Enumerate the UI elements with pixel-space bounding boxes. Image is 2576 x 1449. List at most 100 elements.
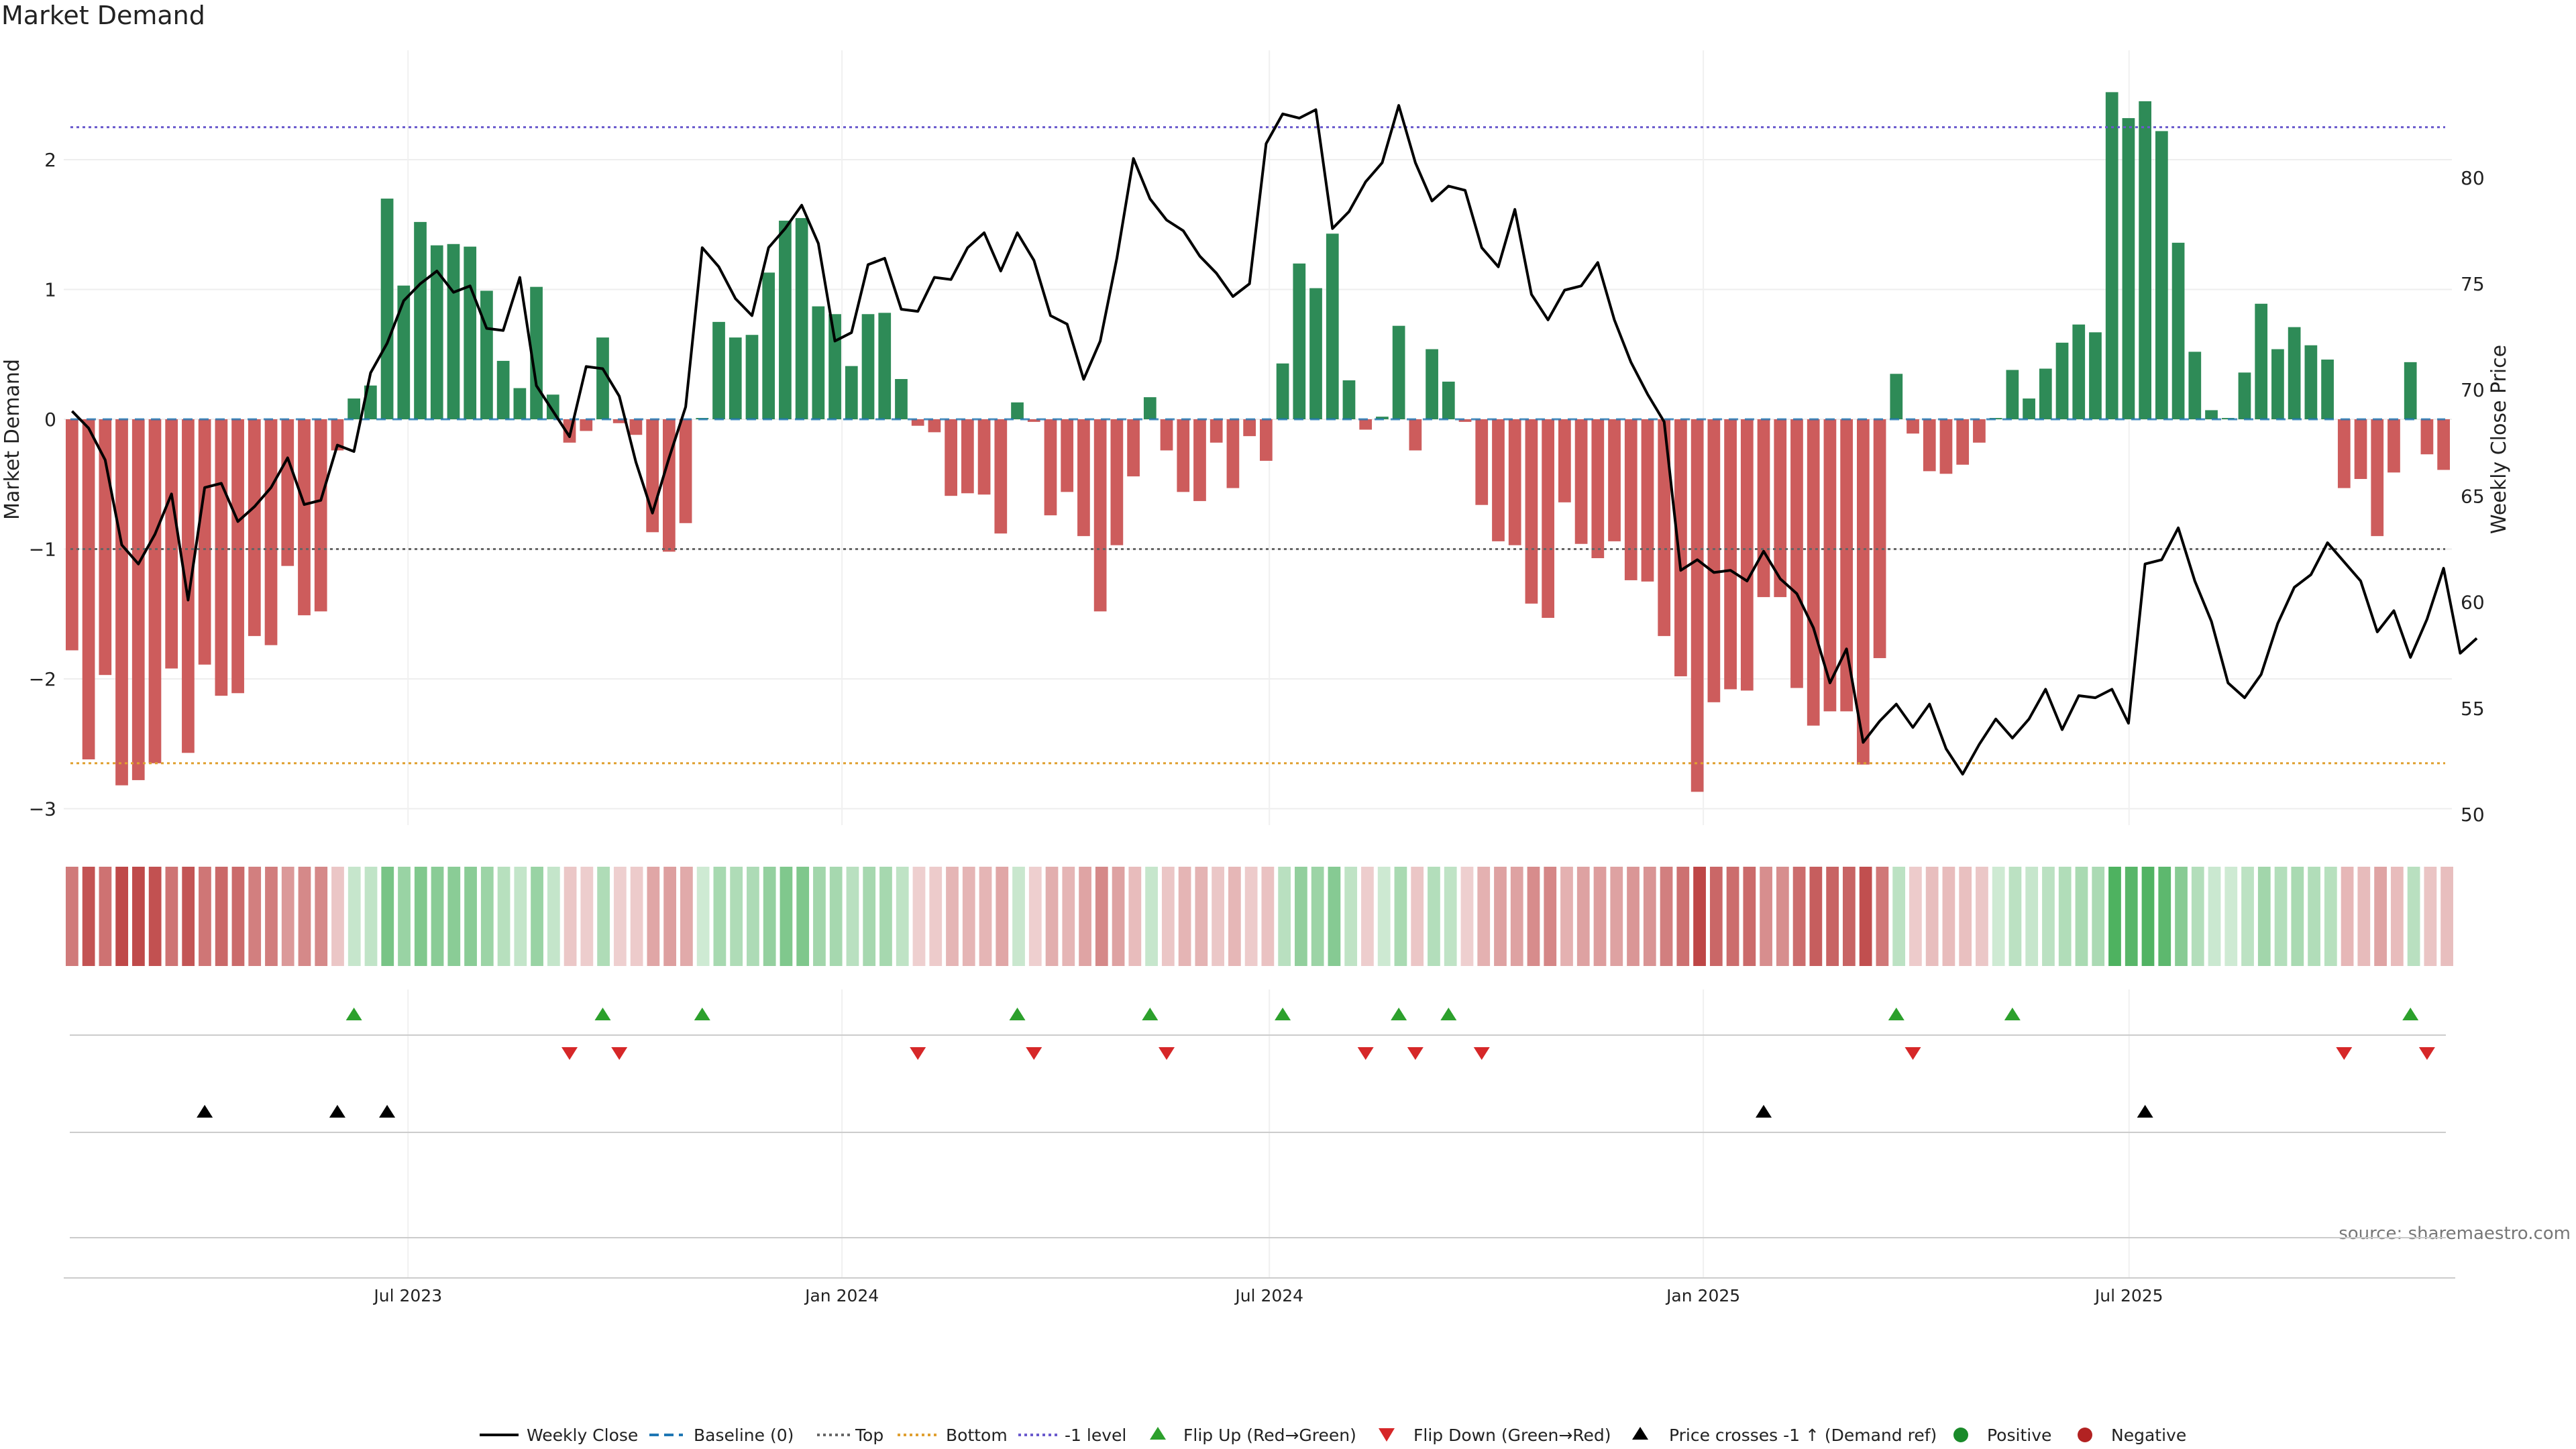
demand-bar	[131, 419, 145, 780]
heat-cell	[1709, 867, 1723, 966]
heat-cell	[1760, 867, 1772, 966]
heat-cell	[66, 867, 78, 966]
heat-cell	[1411, 867, 1424, 966]
flip-up-marker	[1391, 1008, 1407, 1020]
heat-cell	[1610, 867, 1623, 966]
heat-cell	[1311, 867, 1324, 966]
y-tick-label: −1	[29, 539, 56, 561]
demand-bar	[281, 419, 294, 566]
demand-bar	[2188, 352, 2202, 419]
demand-bar	[1276, 363, 1289, 419]
heat-cell	[1295, 867, 1307, 966]
flip-up-marker	[2004, 1008, 2021, 1020]
heat-cell	[514, 867, 527, 966]
demand-bar	[1392, 325, 1405, 419]
demand-bar	[1044, 419, 1057, 516]
y2-tick-label: 50	[2461, 804, 2485, 826]
demand-bar	[1608, 419, 1621, 541]
demand-bar	[1923, 419, 1936, 472]
demand-bar	[2288, 327, 2301, 419]
flip-up-marker	[1888, 1008, 1904, 1020]
heat-cell	[1876, 867, 1889, 966]
demand-bar	[2023, 398, 2035, 419]
heat-cell	[182, 867, 195, 966]
event-marker-rows	[70, 1008, 2446, 1238]
demand-bar	[314, 419, 327, 612]
heat-cell	[2075, 867, 2088, 966]
flip-up-marker	[345, 1008, 362, 1020]
demand-bar	[795, 218, 808, 419]
heat-cell	[1045, 867, 1059, 966]
demand-bar	[2238, 372, 2251, 419]
demand-bar	[1143, 397, 1157, 419]
demand-bar	[248, 419, 261, 637]
heat-cell	[99, 867, 112, 966]
heat-cell	[2224, 867, 2238, 966]
heat-cell	[431, 867, 444, 966]
heat-cell	[763, 867, 776, 966]
heat-cell	[497, 867, 511, 966]
heat-cell	[1195, 867, 1208, 966]
heat-cell	[2191, 867, 2204, 966]
demand-bar	[1093, 419, 1107, 612]
heat-cell	[2324, 867, 2337, 966]
legend-label: Weekly Close	[527, 1426, 638, 1445]
heat-cell	[946, 867, 959, 966]
legend-label: Flip Up (Red→Green)	[1183, 1426, 1356, 1445]
demand-bar	[264, 419, 278, 645]
heat-cell	[364, 867, 378, 966]
y2-tick-label: 75	[2461, 273, 2485, 295]
legend-label: Positive	[1987, 1426, 2051, 1445]
heat-cell	[165, 867, 178, 966]
heat-cell	[464, 867, 477, 966]
flip-down-marker	[1357, 1047, 1374, 1060]
legend-icon-triangle-up-green	[1150, 1427, 1166, 1440]
heat-cell	[2241, 867, 2254, 966]
demand-bar	[447, 244, 460, 419]
y2-axis-label: Weekly Close Price	[2487, 345, 2511, 534]
demand-bar	[1574, 419, 1588, 544]
demand-bar	[712, 321, 725, 419]
y2-tick-label: 80	[2461, 167, 2485, 189]
demand-bar	[2122, 118, 2135, 419]
heat-cell	[1278, 867, 1291, 966]
heat-cell	[2092, 867, 2105, 966]
demand-bar	[1823, 419, 1837, 712]
heat-cell	[2274, 867, 2288, 966]
heat-cell	[231, 867, 245, 966]
heat-cell	[747, 867, 759, 966]
flip-down-marker	[910, 1047, 926, 1060]
heat-cell	[1627, 867, 1640, 966]
heat-cell	[414, 867, 427, 966]
heat-cell	[2308, 867, 2320, 966]
demand-bar	[464, 246, 477, 419]
flip-up-marker	[694, 1008, 710, 1020]
demand-bar	[82, 419, 95, 759]
demand-bar	[1674, 419, 1687, 677]
demand-bar	[1442, 381, 1455, 419]
demand-bar	[1956, 419, 1970, 465]
heat-cell	[796, 867, 810, 966]
demand-bar	[2437, 419, 2450, 470]
demand-bar	[1707, 419, 1721, 702]
heat-cell	[2158, 867, 2171, 966]
demand-bar	[1193, 419, 1206, 501]
demand-bar	[828, 314, 841, 419]
demand-bar	[1658, 419, 1671, 637]
heat-cell	[1062, 867, 1075, 966]
demand-bar	[945, 419, 957, 496]
heat-cell	[132, 867, 145, 966]
heat-cell	[996, 867, 1009, 966]
flip-up-marker	[1009, 1008, 1026, 1020]
heat-cell	[2208, 867, 2221, 966]
heat-cell	[713, 867, 727, 966]
demand-bar	[812, 306, 825, 419]
demand-bar	[2171, 242, 2185, 419]
demand-bar	[397, 285, 411, 419]
legend: Weekly Close Baseline (0) Top Bottom -1 leve…	[480, 1426, 2186, 1445]
demand-bar	[1890, 374, 1903, 419]
heat-cell	[1992, 867, 2005, 966]
demand-heat-strip	[66, 867, 2453, 966]
heat-cell	[2357, 867, 2371, 966]
